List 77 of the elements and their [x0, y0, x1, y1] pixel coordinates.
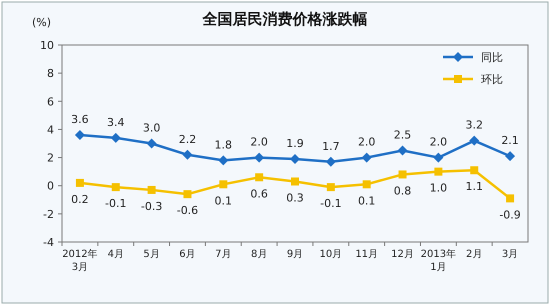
data-label: -0.1 — [105, 197, 127, 210]
data-label: 2.1 — [501, 134, 519, 148]
data-label: 0.1 — [214, 194, 232, 208]
point — [76, 178, 84, 187]
point — [255, 173, 264, 182]
x-tick-label: 4月 — [108, 249, 124, 260]
point — [110, 132, 121, 143]
y-tick-label: -4 — [43, 236, 54, 249]
point — [362, 152, 372, 163]
x-tick-label: 11月 — [355, 249, 378, 260]
data-label: -0.9 — [499, 208, 521, 222]
data-label: 1.9 — [286, 136, 304, 150]
point — [398, 146, 408, 156]
point — [290, 154, 300, 164]
data-label: 1.7 — [322, 140, 340, 153]
legend-label: 同比 — [481, 51, 503, 64]
point — [148, 186, 156, 194]
point — [112, 183, 120, 192]
data-label: 2.5 — [394, 128, 412, 142]
y-tick-label: 2 — [47, 152, 54, 165]
data-label: 0.8 — [394, 184, 412, 198]
data-label: 1.0 — [430, 182, 448, 195]
data-label: 0.3 — [286, 191, 304, 204]
x-tick-label: 3月 — [502, 249, 518, 260]
point — [74, 130, 85, 140]
x-tick-label: 10月 — [319, 249, 342, 260]
point — [469, 136, 480, 146]
data-label: 2.2 — [178, 132, 196, 146]
x-tick-label: 8月 — [250, 249, 268, 260]
data-label: -0.1 — [320, 197, 342, 210]
point — [434, 168, 442, 176]
data-label: 1.8 — [214, 138, 232, 152]
y-axis-title: (%) — [32, 16, 52, 29]
point — [505, 151, 516, 162]
point — [326, 156, 336, 167]
point — [146, 138, 157, 148]
data-label: 2.0 — [250, 136, 268, 149]
data-label: 0.2 — [71, 192, 89, 206]
x-tick-label: 5月 — [143, 249, 160, 260]
y-tick-label: -2 — [43, 208, 54, 221]
data-label: -0.6 — [176, 204, 198, 218]
data-label: -0.3 — [140, 200, 162, 213]
point — [398, 170, 407, 178]
point — [506, 194, 514, 202]
x-tick-label: 2月 — [466, 249, 482, 260]
point — [254, 152, 264, 163]
data-label: 2.0 — [358, 136, 376, 149]
x-tick-label: 2012年 3月 — [62, 248, 98, 273]
data-label: 3.6 — [71, 113, 89, 126]
data-label: 3.2 — [465, 118, 483, 132]
data-label: 2.0 — [430, 136, 448, 149]
x-tick-label: 7月 — [215, 249, 232, 260]
data-label: 0.6 — [250, 187, 268, 200]
point — [182, 150, 192, 160]
point — [183, 190, 192, 198]
y-tick-label: 4 — [47, 123, 54, 136]
x-tick-label: 6月 — [179, 249, 196, 260]
point — [433, 152, 444, 163]
point — [470, 166, 478, 174]
point — [326, 183, 335, 192]
data-label: 1.1 — [465, 180, 483, 194]
chart-title: 全国居民消费价格涨跌幅 — [202, 10, 368, 28]
x-tick-label: 12月 — [391, 249, 414, 260]
data-label: 3.0 — [142, 122, 160, 134]
y-tick-label: 10 — [40, 39, 54, 52]
x-tick-label: 9月 — [286, 249, 304, 260]
point — [218, 155, 228, 166]
point — [362, 180, 371, 188]
data-label: 0.1 — [358, 194, 376, 208]
point — [219, 180, 228, 188]
legend-label: 环比 — [481, 73, 503, 86]
point — [291, 177, 299, 186]
y-tick-label: 6 — [47, 95, 54, 108]
y-tick-label: 0 — [47, 180, 54, 193]
x-tick-label: 2013年 1月 — [420, 248, 456, 273]
data-label: 3.4 — [107, 116, 125, 129]
y-tick-label: 8 — [47, 67, 54, 80]
